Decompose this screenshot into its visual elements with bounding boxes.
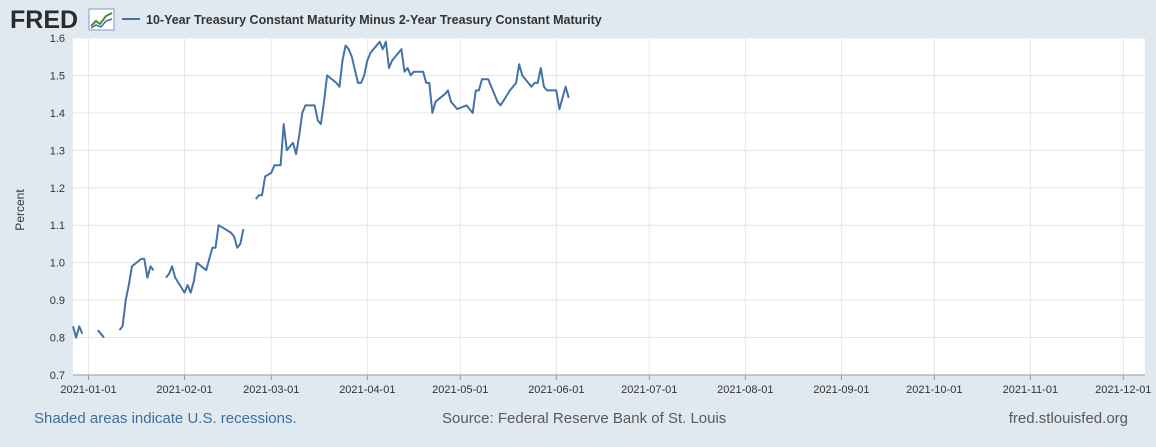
x-tick-label: 2021-01-01 <box>60 384 116 396</box>
logo-text: FRED <box>10 6 78 34</box>
legend: 10-Year Treasury Constant Maturity Minus… <box>122 13 602 27</box>
y-tick-label: 1.2 <box>50 183 65 195</box>
series-line-segment <box>72 325 84 339</box>
y-tick-label: 1.0 <box>50 258 65 270</box>
site-link[interactable]: fred.stlouisfed.org <box>1008 410 1128 427</box>
fred-logo[interactable]: FRED <box>10 6 115 34</box>
series-line-segment <box>165 224 245 294</box>
plot-area <box>73 38 1145 375</box>
y-tick-label: 1.3 <box>50 145 65 157</box>
y-tick-label: 0.9 <box>50 295 65 307</box>
y-tick-label: 1.6 <box>50 33 65 45</box>
series-group <box>72 40 570 339</box>
x-tick-label: 2021-05-01 <box>432 384 488 396</box>
x-tick-label: 2021-10-01 <box>906 384 962 396</box>
series-line-segment <box>97 329 105 339</box>
y-tick-label: 1.4 <box>50 108 65 120</box>
x-tick-label: 2021-07-01 <box>621 384 677 396</box>
x-tick-label: 2021-09-01 <box>813 384 869 396</box>
x-tick-label: 2021-03-01 <box>243 384 299 396</box>
legend-label: 10-Year Treasury Constant Maturity Minus… <box>146 13 602 27</box>
y-tick-label: 1.5 <box>50 70 65 82</box>
y-tick-label: 0.7 <box>50 370 65 382</box>
y-tick-label: 1.1 <box>50 220 65 232</box>
series-line-segment <box>255 40 570 200</box>
y-tick-label: 0.8 <box>50 333 65 345</box>
series-line-segment <box>118 257 155 331</box>
x-tick-label: 2021-12-01 <box>1095 384 1151 396</box>
source-note: Source: Federal Reserve Bank of St. Loui… <box>442 410 727 427</box>
x-tick-label: 2021-11-01 <box>1003 384 1058 396</box>
y-axis-label: Percent <box>13 189 27 231</box>
x-tick-label: 2021-02-01 <box>156 384 212 396</box>
x-tick-label: 2021-04-01 <box>339 384 395 396</box>
x-tick-label: 2021-06-01 <box>528 384 584 396</box>
recession-note: Shaded areas indicate U.S. recessions. <box>34 410 297 427</box>
x-tick-label: 2021-08-01 <box>717 384 773 396</box>
logo-chart-icon <box>88 8 115 31</box>
